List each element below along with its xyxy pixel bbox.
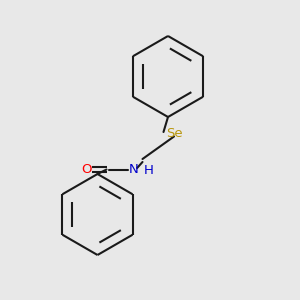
Text: Se: Se <box>167 127 183 140</box>
Text: H: H <box>144 164 154 177</box>
Text: N: N <box>129 163 138 176</box>
Text: O: O <box>82 163 92 176</box>
